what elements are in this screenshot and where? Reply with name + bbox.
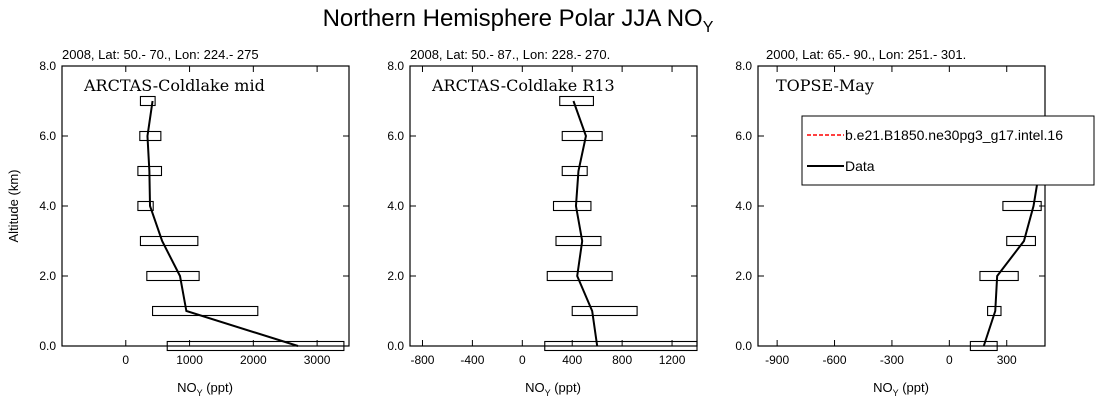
- panel-1-campaign-label: ARCTAS-Coldlake mid: [83, 76, 265, 95]
- panel-3-campaign-label: TOPSE-May: [776, 76, 874, 95]
- panel-1-box: [140, 237, 197, 246]
- panel-1-ytick-label: 6.0: [39, 129, 56, 143]
- panel-3-ytick-label: 0.0: [735, 339, 752, 353]
- panel-2-x-axis-label-main: NO: [525, 380, 545, 395]
- panel-3-header: 2000, Lat: 65.- 90., Lon: 251.- 301.: [766, 47, 966, 62]
- panel-2-ytick-label: 8.0: [387, 59, 404, 73]
- panel-2-ytick-label: 4.0: [387, 199, 404, 213]
- panel-2-header: 2008, Lat: 50.- 87., Lon: 228.- 270.: [410, 47, 610, 62]
- panel-1-ytick-label: 8.0: [39, 59, 56, 73]
- panel-3-marks: -900 -600 -300 0 300 0.0 2.0 4.0 6.0 8.0: [735, 59, 1045, 367]
- panel-3-ytick-label: 2.0: [735, 269, 752, 283]
- legend-label-data: Data: [845, 158, 875, 174]
- chart-title: Northern Hemisphere Polar JJA NOY: [323, 5, 714, 36]
- chart-title-subscript: Y: [703, 19, 714, 36]
- panel-2-xtick-label: 1200: [659, 353, 686, 367]
- panel-3-xtick-label: 300: [997, 353, 1017, 367]
- panel-1-frame: [62, 66, 349, 346]
- panel-1-box: [140, 132, 161, 141]
- panel-2-marks: -800 -400 0 400 800 1200 0.0 2.0 4.0 6.0 8.0: [387, 59, 697, 367]
- legend-label-model: b.e21.B1850.ne30pg3_g17.intel.16: [845, 127, 1063, 143]
- panel-1-data-line: [147, 101, 298, 346]
- panel-3-x-axis-label-main: NO: [873, 380, 893, 395]
- panel-2-xtick-label: 0: [519, 353, 526, 367]
- panel-3-xtick-label: -900: [765, 353, 789, 367]
- panel-2-xtick-label: -800: [410, 353, 434, 367]
- panel-3-box: [1003, 202, 1041, 211]
- panel-2-box: [562, 167, 587, 176]
- panel-2-x-axis-label: NOY (ppt): [525, 380, 581, 398]
- panel-2-data-line: [573, 101, 597, 346]
- panel-3-ytick-label: 6.0: [735, 129, 752, 143]
- panel-1-xtick-label: 1000: [176, 353, 203, 367]
- panel-1-ytick-label: 4.0: [39, 199, 56, 213]
- panel-1-header: 2008, Lat: 50.- 70., Lon: 224.- 275: [62, 47, 259, 62]
- panel-2-ytick-label: 6.0: [387, 129, 404, 143]
- panel-2-box: [556, 237, 601, 246]
- panel-3-xtick-label: -300: [880, 353, 904, 367]
- panel-3-x-axis-label-unit: (ppt): [899, 380, 929, 395]
- panel-3: 2000, Lat: 65.- 90., Lon: 251.- 301. -90…: [735, 47, 1094, 398]
- panel-2-box: [554, 202, 591, 211]
- panel-1-xtick-label: 0: [122, 353, 129, 367]
- panel-2-xtick-label: -400: [460, 353, 484, 367]
- panel-1-box: [147, 272, 199, 281]
- panel-2-x-axis-label-unit: (ppt): [551, 380, 581, 395]
- panel-2-box: [562, 132, 602, 141]
- panel-1-x-axis-label: NOY (ppt): [177, 380, 233, 398]
- panel-1: 2008, Lat: 50.- 70., Lon: 224.- 275 0 100…: [39, 47, 349, 398]
- panel-1-x-axis-label-main: NO: [177, 380, 197, 395]
- panel-3-ytick-label: 4.0: [735, 199, 752, 213]
- panel-1-ytick-label: 2.0: [39, 269, 56, 283]
- panel-1-xtick-label: 3000: [304, 353, 331, 367]
- panel-2-campaign-label: ARCTAS-Coldlake R13: [431, 76, 615, 95]
- panel-1-marks: 0 1000 2000 3000 0.0 2.0 4.0 6.0 8.0: [39, 59, 349, 367]
- panel-3-xtick-label: 0: [946, 353, 953, 367]
- legend: b.e21.B1850.ne30pg3_g17.intel.16 Data: [802, 116, 1094, 185]
- chart-title-main: Northern Hemisphere Polar JJA NO: [323, 5, 703, 32]
- panel-2-box: [547, 272, 612, 281]
- panel-1-box: [153, 307, 258, 316]
- panel-2-box: [560, 97, 594, 106]
- panel-3-xtick-label: -600: [823, 353, 847, 367]
- panel-1-x-axis-label-unit: (ppt): [203, 380, 233, 395]
- panel-3-frame: [758, 66, 1045, 346]
- panel-2-xtick-label: 800: [612, 353, 632, 367]
- panel-1-xtick-label: 2000: [240, 353, 267, 367]
- panel-3-ytick-label: 8.0: [735, 59, 752, 73]
- panel-2-xtick-label: 400: [562, 353, 582, 367]
- panel-3-x-axis-label: NOY (ppt): [873, 380, 929, 398]
- panel-2-ytick-label: 2.0: [387, 269, 404, 283]
- panel-2: 2008, Lat: 50.- 87., Lon: 228.- 270. -80…: [387, 47, 697, 398]
- panel-1-ytick-label: 0.0: [39, 339, 56, 353]
- panel-2-box: [572, 307, 637, 316]
- y-axis-label: Altitude (km): [6, 170, 21, 243]
- panel-2-ytick-label: 0.0: [387, 339, 404, 353]
